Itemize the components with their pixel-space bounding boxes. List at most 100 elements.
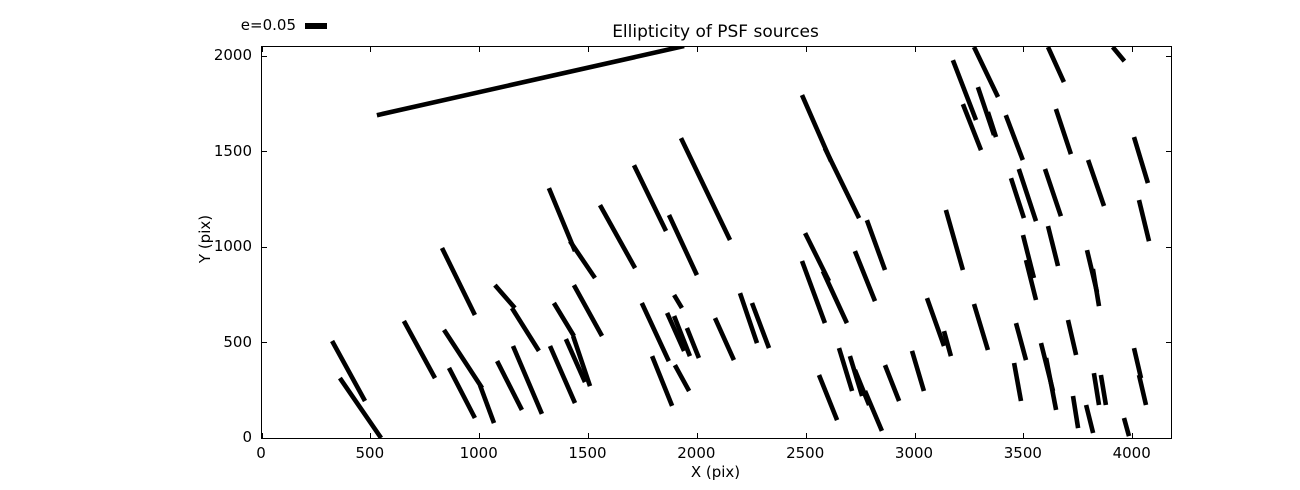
whisker — [493, 283, 517, 310]
whisker — [510, 345, 545, 415]
whisker — [924, 297, 947, 347]
whisker — [1070, 395, 1081, 429]
tick-mark — [696, 433, 698, 438]
x-tick-label: 2500 — [786, 444, 825, 462]
tick-mark — [805, 433, 807, 438]
tick-mark — [479, 433, 481, 438]
whisker — [1013, 322, 1029, 361]
tick-mark — [914, 433, 916, 438]
legend-whisker-sample — [305, 23, 327, 29]
tick-mark — [1166, 151, 1171, 153]
whisker — [1065, 319, 1079, 356]
whisker — [442, 328, 485, 390]
tick-mark — [1132, 47, 1134, 52]
whisker-layer — [330, 47, 1152, 438]
whisker — [571, 283, 605, 338]
whisker — [1136, 374, 1149, 406]
plot-area — [261, 46, 1172, 439]
x-tick-label: 4000 — [1112, 444, 1151, 462]
whisker — [950, 59, 979, 121]
whisker — [338, 376, 383, 438]
x-tick-label: 1000 — [459, 444, 498, 462]
tick-mark — [261, 47, 263, 52]
whisker — [376, 47, 685, 118]
tick-mark — [262, 151, 267, 153]
whisker — [1042, 168, 1064, 217]
whisker — [639, 302, 671, 363]
x-tick-label: 3000 — [894, 444, 934, 462]
whisker — [1020, 234, 1037, 279]
tick-mark — [261, 433, 263, 438]
tick-mark — [1023, 433, 1025, 438]
whisker — [1011, 362, 1024, 402]
tick-mark — [1166, 437, 1171, 439]
whisker — [1003, 114, 1025, 161]
whisker — [882, 364, 902, 402]
whisker — [477, 384, 497, 424]
whisker — [446, 366, 477, 420]
whisker — [563, 338, 588, 384]
whisker — [1090, 268, 1102, 307]
x-tick-label: 500 — [355, 444, 385, 462]
whisker — [546, 187, 578, 252]
whisker — [568, 239, 597, 280]
tick-mark — [262, 437, 267, 439]
whisker — [1045, 225, 1061, 267]
whisker — [631, 164, 669, 233]
whisker — [909, 350, 927, 392]
x-axis-label: X (pix) — [690, 463, 741, 481]
whisker — [1131, 347, 1144, 379]
whisker — [665, 311, 687, 352]
whisker — [749, 302, 772, 349]
whisker — [737, 292, 760, 344]
whisker — [1083, 404, 1096, 434]
whisker — [971, 47, 1001, 98]
tick-mark — [1132, 433, 1134, 438]
whisker — [401, 319, 438, 380]
whisker — [960, 103, 984, 151]
whisker — [666, 214, 699, 277]
whisker — [672, 363, 692, 393]
whisker — [943, 209, 966, 271]
tick-mark — [588, 47, 589, 52]
y-tick-label: 1000 — [213, 237, 252, 256]
whisker — [678, 137, 733, 241]
whisker — [822, 147, 862, 220]
whisker — [570, 335, 593, 387]
whisker — [864, 219, 888, 271]
whisker — [712, 317, 736, 362]
tick-mark — [370, 47, 372, 52]
whisker — [649, 355, 675, 407]
whisker — [509, 306, 541, 353]
whisker — [1043, 357, 1059, 411]
tick-mark — [262, 55, 267, 57]
x-tick-label: 3500 — [1003, 444, 1042, 462]
x-tick-label: 1500 — [568, 444, 607, 462]
whisker — [1045, 47, 1066, 84]
whisker — [330, 339, 368, 403]
whisker — [1098, 374, 1109, 406]
whisker — [1016, 168, 1039, 222]
y-tick-label: 1500 — [213, 141, 252, 160]
whisker — [671, 315, 693, 357]
whisker — [985, 111, 999, 138]
whisker — [1091, 372, 1102, 406]
whisker — [1008, 177, 1027, 219]
tick-mark — [479, 47, 481, 52]
whisker — [820, 270, 849, 325]
legend-label: e=0.05 — [240, 16, 296, 34]
whisker — [672, 293, 684, 310]
x-tick-label: 0 — [256, 444, 266, 462]
whisker — [971, 303, 991, 351]
tick-mark — [805, 47, 807, 52]
y-tick-label: 0 — [242, 428, 252, 446]
whisker — [862, 390, 885, 432]
whisker — [941, 330, 954, 357]
tick-mark — [1166, 246, 1171, 248]
whisker — [439, 246, 477, 317]
whisker — [1085, 159, 1107, 207]
legend: e=0.05 — [170, 16, 370, 36]
whisker — [495, 360, 524, 411]
tick-mark — [696, 47, 698, 52]
